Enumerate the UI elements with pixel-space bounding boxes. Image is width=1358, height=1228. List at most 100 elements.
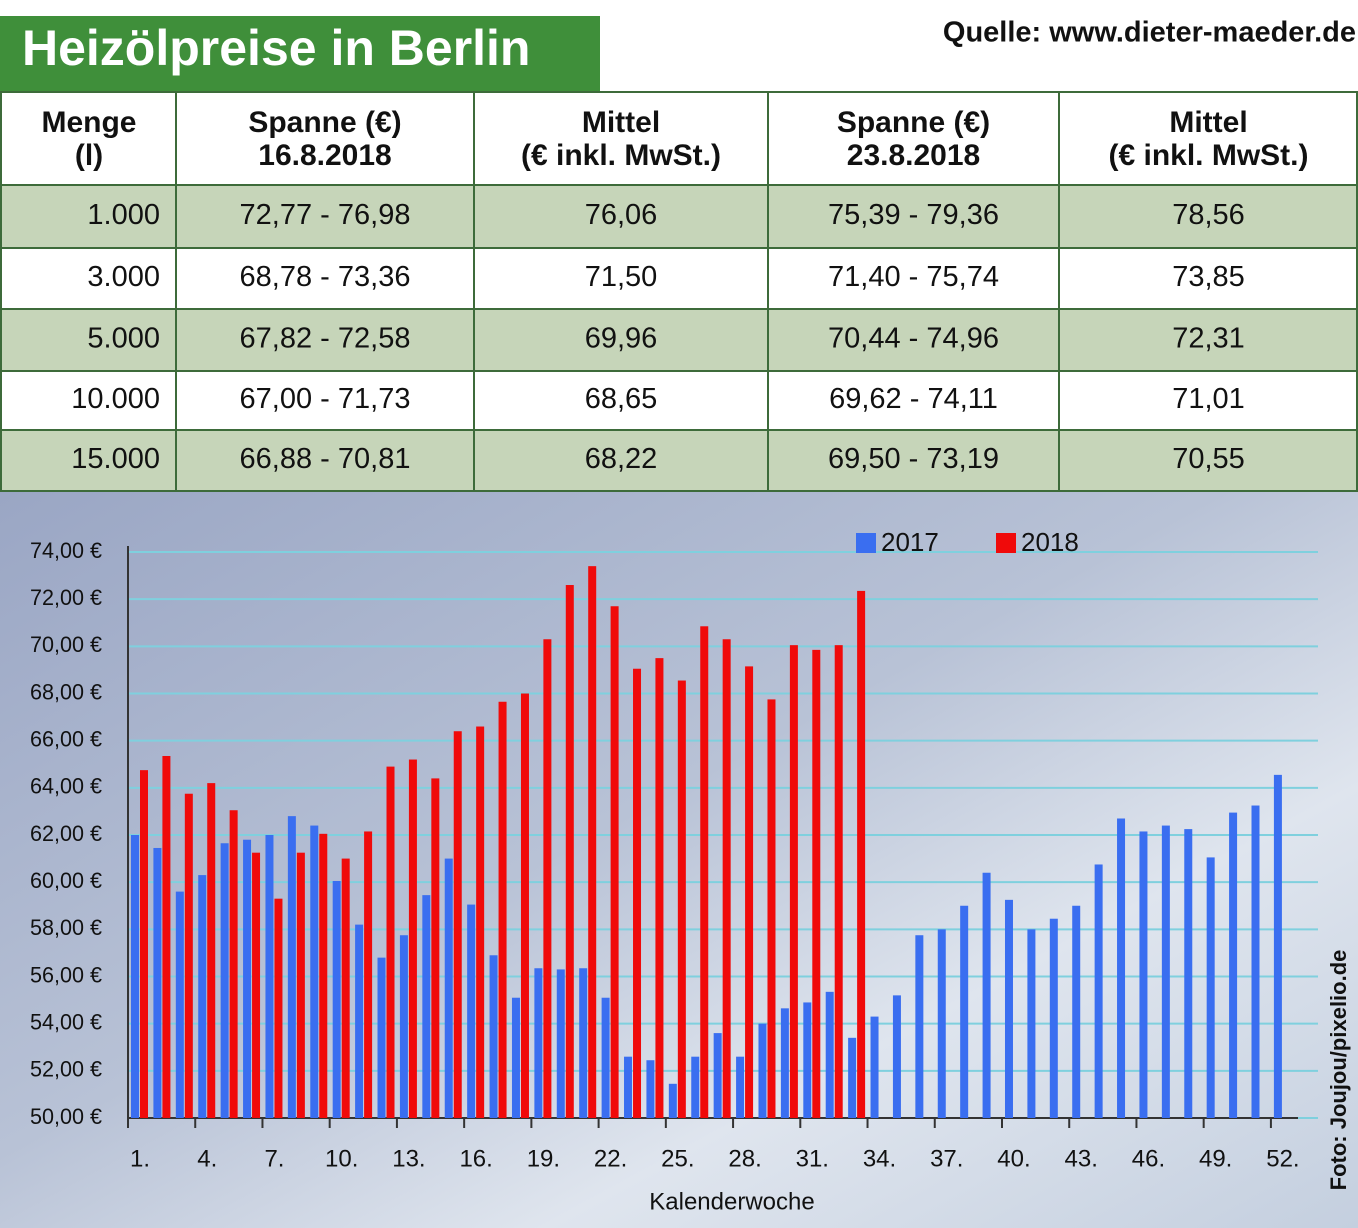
bar [243,839,252,1118]
bar [565,585,574,1118]
source: Quelle: www.dieter-maeder.de [943,17,1356,49]
column-header: Mittel [1169,106,1247,139]
column-header: (l) [75,139,103,172]
table-cell: 68,78 - 73,36 [240,261,411,293]
column-header: (€ inkl. MwSt.) [521,139,721,172]
bar [364,831,373,1118]
table-cell: 1.000 [87,199,160,231]
bar [467,904,476,1118]
legend-swatch [996,533,1016,553]
bar [789,645,798,1118]
bar [453,731,462,1118]
x-tick-label: 1. [130,1145,150,1172]
bar [624,1056,633,1118]
bar [319,833,328,1118]
bar [489,955,498,1118]
y-tick-label: 56,00 € [30,962,102,987]
table-cell: 69,62 - 74,11 [829,383,998,415]
bar [1072,905,1081,1118]
bar [937,929,946,1118]
x-tick-label: 49. [1199,1145,1232,1172]
bar [444,858,453,1118]
table-cell: 73,85 [1172,261,1245,293]
x-tick-label: 16. [459,1145,492,1172]
table-cell: 68,22 [585,443,658,475]
bar [646,1060,655,1118]
table-row-bg [0,430,1358,491]
bar [274,898,283,1118]
y-tick-label: 58,00 € [30,915,102,940]
x-tick-label: 43. [1065,1145,1098,1172]
table-cell: 67,82 - 72,58 [240,323,411,355]
bar [870,1016,879,1118]
bar [252,852,261,1118]
table-cell: 75,39 - 79,36 [828,199,999,231]
bar [691,1056,700,1118]
bar [543,639,552,1118]
table-cell: 10.000 [71,383,160,415]
table-cell: 71,40 - 75,74 [828,261,999,293]
bar [1251,805,1260,1118]
x-tick-label: 40. [997,1145,1030,1172]
table-cell: 69,96 [585,323,658,355]
bar [408,759,417,1118]
y-tick-label: 64,00 € [30,774,102,799]
bar [265,835,274,1118]
bar [780,1008,789,1118]
column-header: (€ inkl. MwSt.) [1108,139,1308,172]
bar [834,645,843,1118]
table-row-bg [0,248,1358,309]
x-tick-label: 34. [863,1145,896,1172]
legend-label: 2018 [1021,527,1079,557]
bar [534,968,543,1118]
x-tick-label: 31. [796,1145,829,1172]
bar [633,668,642,1118]
bar [511,997,520,1118]
bar [982,872,991,1118]
y-tick-label: 50,00 € [30,1104,102,1129]
table-cell: 66,88 - 70,81 [240,443,411,475]
x-tick-label: 37. [930,1145,963,1172]
column-header: Spanne (€) [248,106,401,139]
bar [399,935,408,1118]
bar [556,969,565,1118]
table-row-bg [0,309,1358,371]
bar [601,997,610,1118]
table-cell: 3.000 [87,261,160,293]
bar [736,1056,745,1118]
y-tick-label: 70,00 € [30,632,102,657]
bar [579,968,588,1118]
column-header: 23.8.2018 [847,139,980,172]
column-header: Menge [41,106,136,139]
bar [207,783,216,1118]
bar [296,852,305,1118]
x-tick-label: 7. [264,1145,284,1172]
x-tick-label: 4. [197,1145,217,1172]
bar [655,658,664,1118]
table-cell: 78,56 [1172,199,1245,231]
bar [1184,829,1193,1118]
bar [476,726,485,1118]
bar [960,905,969,1118]
bar [175,891,184,1118]
bar [915,935,924,1118]
table-cell: 5.000 [87,323,160,355]
y-tick-label: 60,00 € [30,868,102,893]
chart: 50,00 € 52,00 € 54,00 € 56,00 € 58,00 € 60,00… [30,527,1318,1215]
table-cell: 70,55 [1172,443,1245,475]
bar [153,847,162,1118]
bar [1273,774,1282,1118]
table-row-bg [0,185,1358,248]
bar [1161,825,1170,1118]
bar [355,924,364,1118]
x-tick-label: 19. [527,1145,560,1172]
column-header: Mittel [582,106,660,139]
bar [767,699,776,1118]
bar [422,895,431,1118]
bar [848,1037,857,1118]
y-tick-label: 54,00 € [30,1009,102,1034]
table-cell: 69,50 - 73,19 [828,443,999,475]
x-tick-label: 28. [728,1145,761,1172]
bar [1004,899,1013,1118]
